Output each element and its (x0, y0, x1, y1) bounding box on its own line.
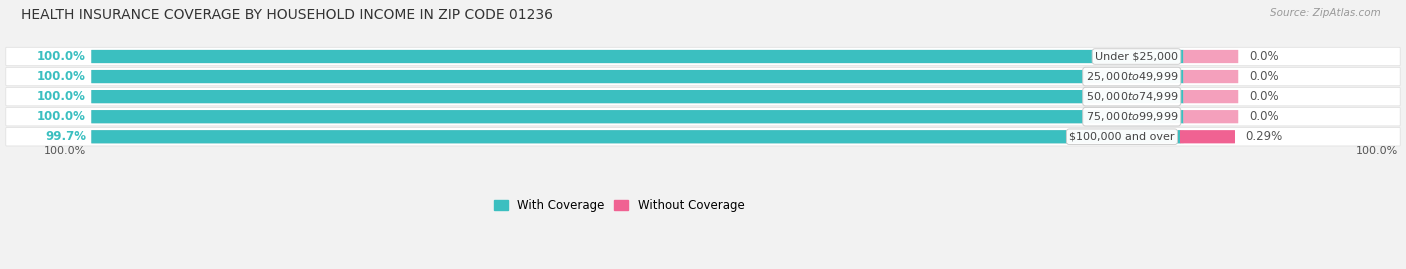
Text: $50,000 to $74,999: $50,000 to $74,999 (1085, 90, 1178, 103)
FancyBboxPatch shape (6, 87, 1400, 106)
FancyBboxPatch shape (91, 70, 1184, 83)
FancyBboxPatch shape (1184, 110, 1239, 123)
Text: 0.0%: 0.0% (1249, 50, 1278, 63)
FancyBboxPatch shape (1180, 130, 1234, 143)
Text: 99.7%: 99.7% (45, 130, 86, 143)
Legend: With Coverage, Without Coverage: With Coverage, Without Coverage (489, 195, 749, 217)
Text: $75,000 to $99,999: $75,000 to $99,999 (1085, 110, 1178, 123)
FancyBboxPatch shape (1184, 90, 1239, 103)
Text: $100,000 and over: $100,000 and over (1069, 132, 1174, 142)
Text: Source: ZipAtlas.com: Source: ZipAtlas.com (1270, 8, 1381, 18)
FancyBboxPatch shape (6, 107, 1400, 126)
Text: 0.0%: 0.0% (1249, 90, 1278, 103)
Text: 100.0%: 100.0% (37, 50, 86, 63)
Text: 0.29%: 0.29% (1246, 130, 1282, 143)
FancyBboxPatch shape (6, 47, 1400, 66)
FancyBboxPatch shape (1184, 70, 1239, 83)
FancyBboxPatch shape (6, 128, 1400, 146)
FancyBboxPatch shape (91, 130, 1184, 143)
Text: Under $25,000: Under $25,000 (1095, 51, 1178, 62)
Text: $25,000 to $49,999: $25,000 to $49,999 (1085, 70, 1178, 83)
FancyBboxPatch shape (91, 70, 1184, 83)
Text: 0.0%: 0.0% (1249, 110, 1278, 123)
FancyBboxPatch shape (91, 110, 1184, 123)
FancyBboxPatch shape (91, 130, 1181, 143)
Text: 100.0%: 100.0% (1357, 146, 1399, 156)
Text: 100.0%: 100.0% (37, 70, 86, 83)
FancyBboxPatch shape (91, 50, 1184, 63)
FancyBboxPatch shape (1184, 50, 1239, 63)
Text: HEALTH INSURANCE COVERAGE BY HOUSEHOLD INCOME IN ZIP CODE 01236: HEALTH INSURANCE COVERAGE BY HOUSEHOLD I… (21, 8, 553, 22)
Text: 0.0%: 0.0% (1249, 70, 1278, 83)
FancyBboxPatch shape (91, 90, 1184, 103)
Text: 100.0%: 100.0% (37, 90, 86, 103)
FancyBboxPatch shape (6, 67, 1400, 86)
Text: 100.0%: 100.0% (37, 110, 86, 123)
FancyBboxPatch shape (91, 90, 1184, 103)
FancyBboxPatch shape (91, 50, 1184, 63)
Text: 100.0%: 100.0% (44, 146, 86, 156)
FancyBboxPatch shape (91, 110, 1184, 123)
